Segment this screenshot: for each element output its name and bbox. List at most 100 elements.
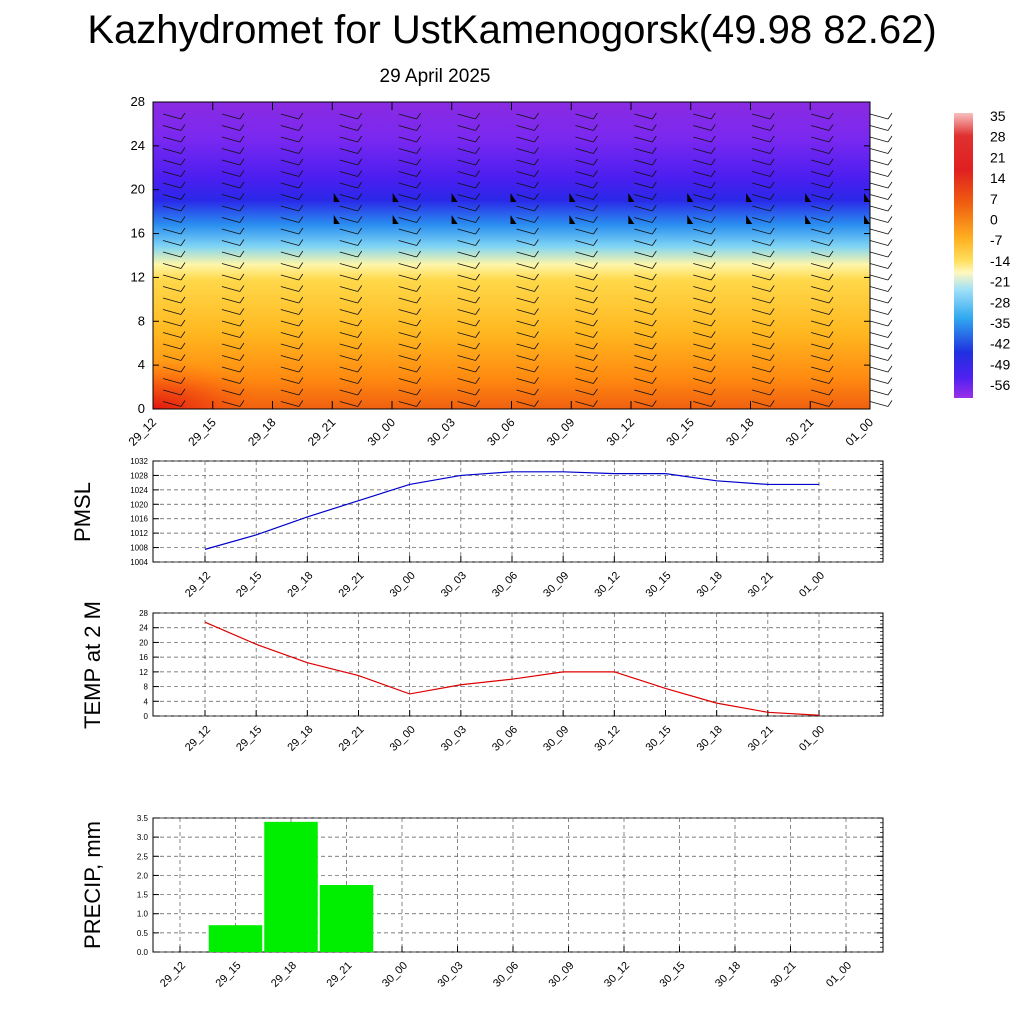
- wind-barb: [769, 216, 775, 223]
- wind-barb: [162, 228, 182, 235]
- wind-barb: [280, 205, 299, 212]
- heatmap-y-tick-label: 4: [138, 357, 145, 372]
- wind-barb: [634, 309, 653, 315]
- panel-temp: 0 4 8 12 16 20 24 28 29_12 29_15 29_18 29_21 30_00 30…: [80, 601, 884, 754]
- y-tick-label: 0.5: [137, 929, 149, 938]
- x-tick-label: 01_00: [797, 724, 827, 754]
- wind-barb: [221, 159, 241, 166]
- wind-barb: [239, 342, 245, 350]
- wind-barb: [298, 135, 304, 143]
- heatmap-x-tick-label: 01_00: [843, 415, 877, 449]
- wind-barb: [162, 182, 182, 189]
- x-tick-label: 30_09: [541, 570, 571, 600]
- wind-barb: [162, 159, 182, 166]
- y-tick-label: 16: [139, 653, 148, 662]
- wind-barb: [298, 262, 304, 269]
- wind-barb: [180, 204, 186, 212]
- wind-barb: [769, 285, 775, 292]
- wind-barb: [298, 250, 304, 258]
- wind-barb: [534, 250, 539, 258]
- wind-barb: [652, 308, 657, 315]
- y-tick-label: 0: [144, 712, 149, 721]
- wind-barb: [710, 193, 716, 200]
- wind-barb: [887, 342, 893, 350]
- wind-barb: [769, 181, 775, 189]
- wind-barb: [516, 378, 535, 384]
- wind-barb: [634, 240, 653, 246]
- wind-barb: [634, 263, 653, 269]
- wind-barb: [693, 378, 712, 384]
- wind-barb: [416, 216, 421, 223]
- wind-barb: [180, 112, 186, 120]
- wind-barb: [652, 319, 657, 327]
- wind-barb: [869, 401, 889, 407]
- wind-barb: [280, 194, 299, 200]
- wind-barb: [357, 227, 363, 235]
- wind-barb: [416, 239, 421, 246]
- wind-barb: [693, 205, 712, 212]
- wind-barb: [693, 286, 712, 292]
- wind-barb: [398, 194, 417, 200]
- wind-barb: [457, 274, 476, 281]
- wind-barb: [634, 171, 653, 177]
- wind-barb: [887, 170, 893, 177]
- wind-barb: [534, 112, 539, 120]
- wind-barb: [239, 365, 245, 373]
- wind-barb: [828, 365, 834, 373]
- wind-barb: [652, 147, 657, 154]
- wind-barb: [475, 204, 480, 212]
- chart-title: Kazhydromet for UstKamenogorsk(49.98 82.…: [87, 8, 937, 52]
- wind-flag: [864, 215, 870, 224]
- wind-barb: [652, 216, 657, 223]
- wind-barb: [298, 204, 304, 212]
- wind-barb: [693, 136, 712, 143]
- wind-barb: [828, 331, 834, 338]
- wind-barb: [416, 273, 421, 281]
- wind-barb: [416, 285, 421, 292]
- wind-barb: [339, 343, 358, 350]
- wind-barb: [693, 194, 712, 200]
- wind-barb: [398, 228, 417, 235]
- wind-barb: [516, 401, 535, 407]
- wind-barb: [516, 309, 535, 315]
- wind-flag: [687, 193, 694, 202]
- wind-flag: [451, 193, 458, 202]
- wind-barb: [693, 113, 712, 120]
- wind-barb: [221, 194, 241, 200]
- wind-barb: [162, 148, 182, 154]
- wind-barb: [869, 194, 889, 200]
- wind-barb: [239, 377, 245, 384]
- heatmap-panel: 0 4 8 12 16 20 24 28 29_12 29_15 29_18 29_21 30_00 3…: [126, 94, 893, 449]
- heatmap-y-tick-label: 20: [131, 182, 145, 197]
- wind-barb: [298, 308, 304, 315]
- wind-barb: [652, 181, 657, 189]
- wind-barb: [575, 355, 594, 361]
- wind-barb: [339, 389, 358, 396]
- wind-barb: [710, 285, 716, 292]
- wind-flag: [746, 193, 753, 202]
- wind-barb: [869, 205, 889, 212]
- wind-barb: [298, 193, 304, 200]
- wind-barb: [180, 250, 186, 258]
- wind-barb: [869, 136, 889, 143]
- wind-barb: [239, 262, 245, 269]
- wind-barb: [887, 388, 893, 396]
- wind-barb: [810, 274, 830, 281]
- wind-barb: [357, 377, 363, 384]
- wind-barb: [298, 147, 304, 154]
- wind-barb: [239, 239, 245, 246]
- wind-barb: [869, 355, 889, 361]
- wind-barb: [475, 365, 480, 373]
- wind-barb: [221, 240, 241, 246]
- wind-barb: [475, 147, 480, 154]
- wind-barb: [693, 355, 712, 361]
- y-tick-label: 24: [139, 624, 148, 633]
- wind-barb: [475, 170, 480, 177]
- wind-barb: [516, 297, 535, 304]
- wind-barb: [634, 274, 653, 281]
- wind-barb: [710, 296, 716, 304]
- wind-barb: [710, 400, 716, 407]
- wind-flag: [569, 193, 576, 202]
- wind-barb: [887, 124, 893, 131]
- wind-barb: [887, 204, 893, 212]
